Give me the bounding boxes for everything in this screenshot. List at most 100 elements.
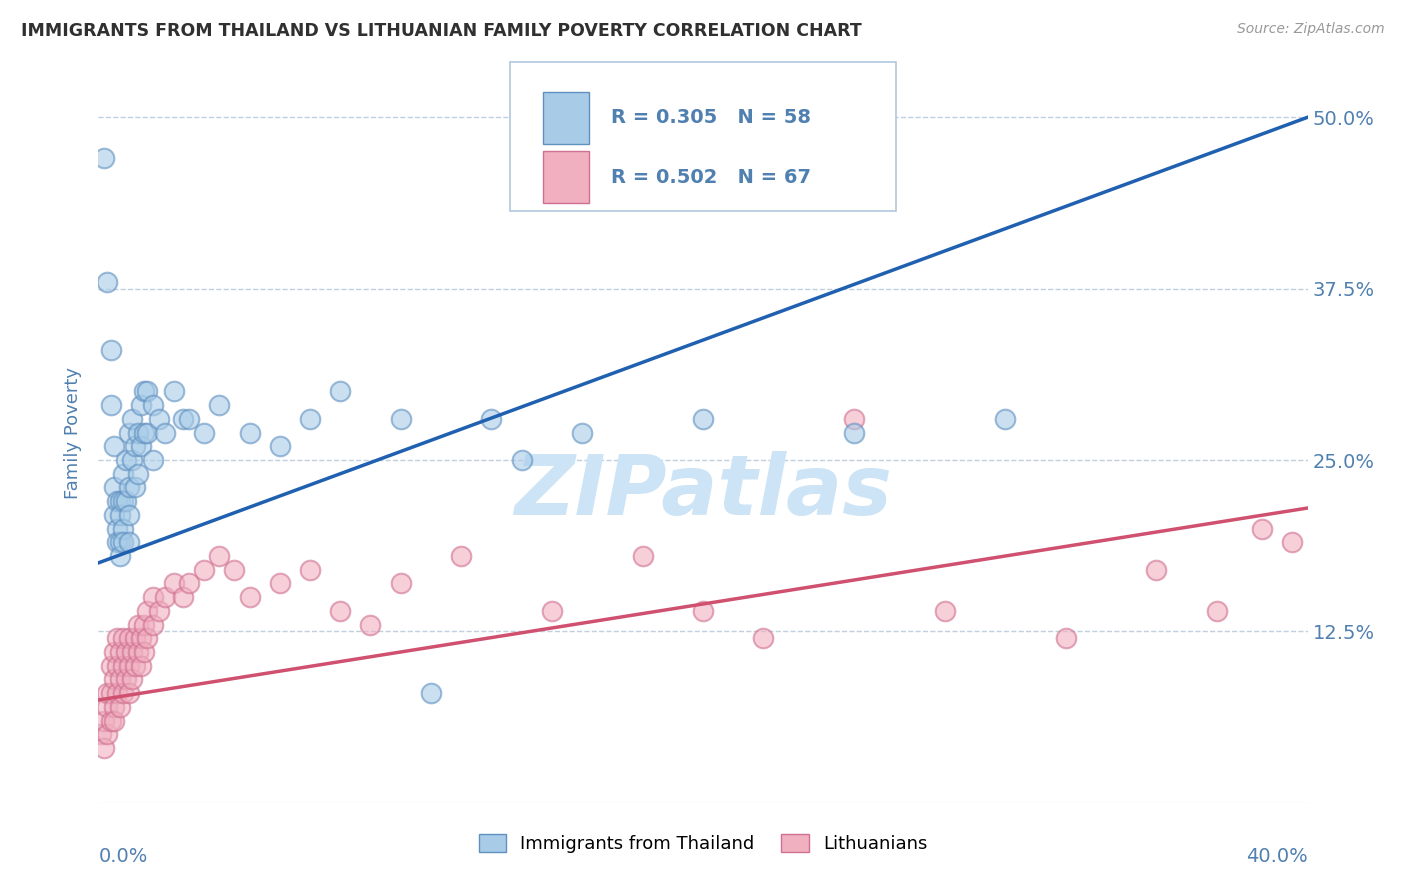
- Point: [114, 453, 136, 467]
- Point: [163, 576, 186, 591]
- Point: [114, 673, 136, 687]
- Point: [299, 563, 322, 577]
- Point: [118, 425, 141, 440]
- Y-axis label: Family Poverty: Family Poverty: [65, 367, 83, 499]
- Point: [124, 439, 146, 453]
- Point: [124, 480, 146, 494]
- Point: [208, 398, 231, 412]
- Point: [135, 384, 157, 399]
- Point: [105, 686, 128, 700]
- Point: [103, 439, 125, 453]
- Point: [135, 632, 157, 646]
- Text: 0.0%: 0.0%: [98, 847, 148, 866]
- Point: [111, 522, 134, 536]
- Point: [108, 673, 131, 687]
- Text: R = 0.305   N = 58: R = 0.305 N = 58: [612, 109, 811, 128]
- Point: [129, 632, 152, 646]
- Point: [299, 412, 322, 426]
- Point: [193, 563, 215, 577]
- Point: [127, 467, 149, 481]
- Point: [103, 645, 125, 659]
- Point: [179, 576, 201, 591]
- Text: Source: ZipAtlas.com: Source: ZipAtlas.com: [1237, 22, 1385, 37]
- Point: [844, 412, 866, 426]
- Point: [420, 686, 443, 700]
- Point: [153, 590, 176, 604]
- Point: [96, 275, 118, 289]
- Point: [132, 384, 155, 399]
- Point: [118, 535, 141, 549]
- Point: [132, 645, 155, 659]
- Point: [103, 480, 125, 494]
- Point: [93, 152, 115, 166]
- Point: [121, 645, 143, 659]
- Point: [631, 549, 654, 563]
- Point: [142, 590, 165, 604]
- Point: [108, 535, 131, 549]
- Point: [135, 604, 157, 618]
- FancyBboxPatch shape: [543, 92, 589, 144]
- Point: [844, 425, 866, 440]
- Point: [111, 494, 134, 508]
- Point: [129, 658, 152, 673]
- Point: [100, 398, 122, 412]
- FancyBboxPatch shape: [543, 152, 589, 203]
- Point: [111, 658, 134, 673]
- Text: ZIPatlas: ZIPatlas: [515, 451, 891, 533]
- Point: [114, 494, 136, 508]
- Point: [90, 727, 112, 741]
- Point: [132, 425, 155, 440]
- Point: [100, 658, 122, 673]
- Point: [1054, 632, 1077, 646]
- Point: [1251, 522, 1274, 536]
- Point: [692, 604, 714, 618]
- Point: [111, 632, 134, 646]
- Point: [105, 494, 128, 508]
- Point: [114, 645, 136, 659]
- Point: [108, 508, 131, 522]
- Point: [96, 699, 118, 714]
- Point: [994, 412, 1017, 426]
- Point: [108, 645, 131, 659]
- Point: [103, 508, 125, 522]
- Point: [1144, 563, 1167, 577]
- Point: [108, 699, 131, 714]
- Point: [121, 453, 143, 467]
- Point: [172, 412, 194, 426]
- Point: [129, 439, 152, 453]
- Point: [135, 425, 157, 440]
- Point: [329, 604, 352, 618]
- Point: [93, 714, 115, 728]
- Point: [129, 398, 152, 412]
- Point: [108, 494, 131, 508]
- Point: [127, 617, 149, 632]
- Point: [93, 741, 115, 756]
- Point: [153, 425, 176, 440]
- Point: [239, 590, 262, 604]
- Point: [103, 673, 125, 687]
- Point: [148, 604, 170, 618]
- Point: [118, 686, 141, 700]
- Text: 40.0%: 40.0%: [1246, 847, 1308, 866]
- Point: [103, 714, 125, 728]
- Point: [124, 658, 146, 673]
- Point: [193, 425, 215, 440]
- Point: [118, 508, 141, 522]
- Text: R = 0.502   N = 67: R = 0.502 N = 67: [612, 168, 811, 186]
- Point: [510, 453, 533, 467]
- Point: [269, 576, 291, 591]
- Point: [148, 412, 170, 426]
- Point: [752, 110, 775, 124]
- Point: [111, 535, 134, 549]
- Point: [481, 412, 503, 426]
- Point: [100, 686, 122, 700]
- Point: [118, 632, 141, 646]
- FancyBboxPatch shape: [509, 62, 897, 211]
- Point: [540, 604, 562, 618]
- Point: [121, 412, 143, 426]
- Point: [105, 535, 128, 549]
- Point: [172, 590, 194, 604]
- Point: [329, 384, 352, 399]
- Point: [132, 617, 155, 632]
- Point: [179, 412, 201, 426]
